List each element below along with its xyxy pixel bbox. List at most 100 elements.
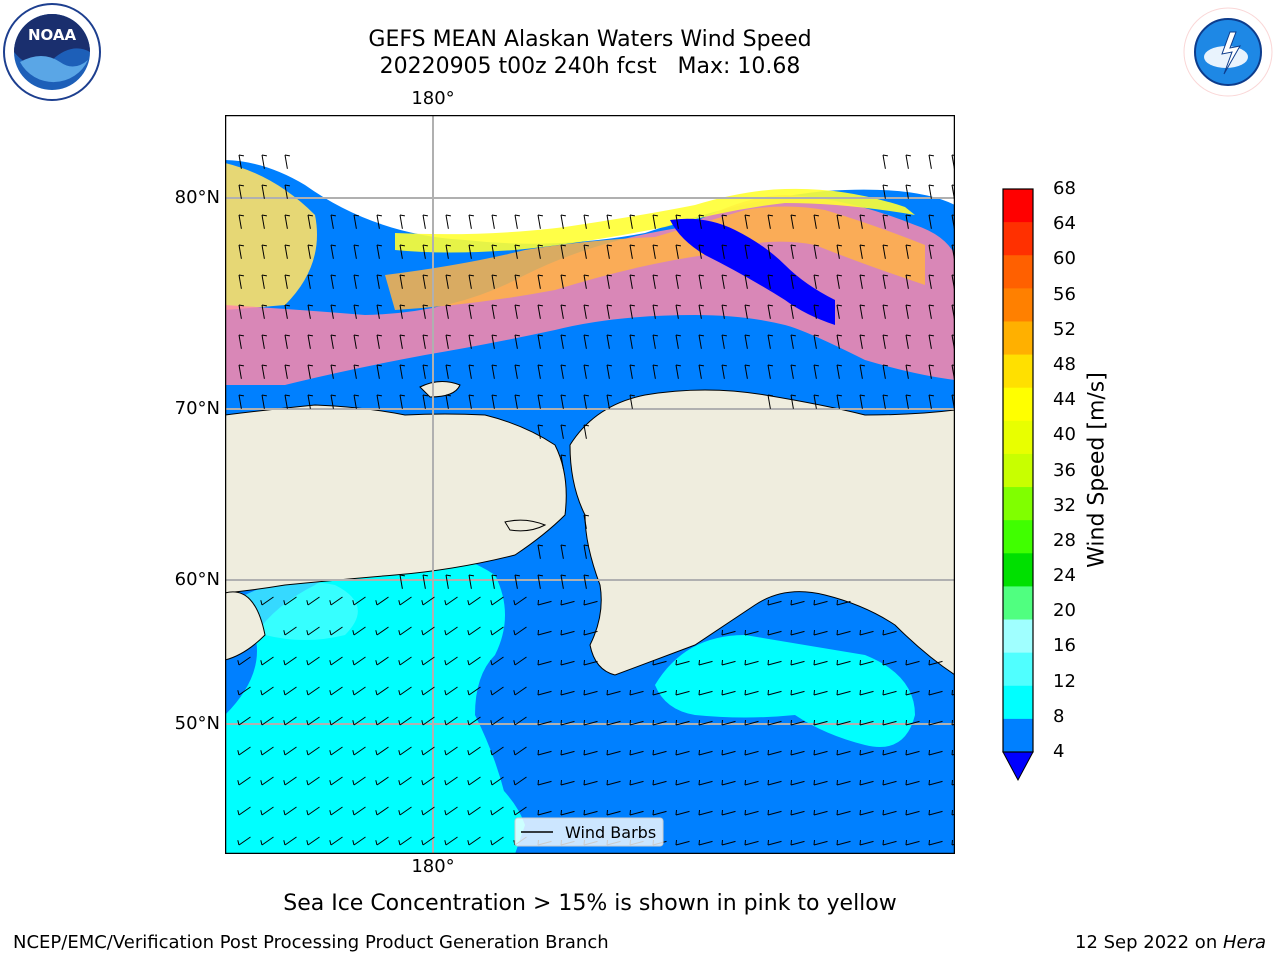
wind-barb-flag <box>744 214 750 217</box>
wind-barb <box>882 720 897 726</box>
wind-barb-flag <box>583 599 585 606</box>
wind-barb-flag <box>675 689 677 696</box>
wind-barb <box>261 244 265 259</box>
wind-barb <box>468 626 481 636</box>
wind-barb <box>445 244 449 259</box>
wind-barb-flag <box>422 364 428 367</box>
wind-barb <box>422 334 426 349</box>
colorbar-tick-label: 36 <box>1053 459 1076 481</box>
wind-barb <box>514 274 518 289</box>
wind-barb-flag <box>905 214 911 217</box>
wind-barb <box>445 686 458 696</box>
colorbar-segment <box>1003 586 1033 621</box>
wind-barb-flag <box>882 304 888 307</box>
wind-barb <box>537 750 552 756</box>
wind-barb <box>905 394 909 409</box>
wind-barb <box>353 304 357 319</box>
wind-barb-flag <box>490 840 493 846</box>
wind-barb-flag <box>560 779 562 786</box>
wind-barb-flag <box>882 214 888 217</box>
wind-barb-flag <box>329 720 332 726</box>
wind-barb <box>514 746 527 756</box>
wind-barb-flag <box>353 334 359 337</box>
wind-barb-flag <box>468 574 474 577</box>
wind-barb-flag <box>491 364 497 367</box>
colorbar-tick-label: 16 <box>1053 635 1076 657</box>
wind-barb-flag <box>283 750 286 756</box>
wind-barb-flag <box>928 749 930 756</box>
wind-barb <box>560 364 564 379</box>
wind-barb <box>675 304 679 319</box>
wind-barb <box>652 274 656 289</box>
wind-barb-flag <box>491 394 497 397</box>
wind-barb <box>928 394 932 409</box>
wind-barb <box>675 840 690 846</box>
wind-barb-flag <box>767 244 773 247</box>
wind-barb-flag <box>928 689 930 696</box>
wind-barb <box>813 244 817 259</box>
wind-barb-flag <box>537 689 539 696</box>
wind-barb-flag <box>238 244 244 247</box>
wind-barb-flag <box>537 334 543 337</box>
wind-barb <box>813 660 828 666</box>
wind-barb-flag <box>445 214 451 217</box>
wind-barb-flag <box>790 659 792 666</box>
wind-barb-flag <box>283 690 286 696</box>
wind-barb <box>376 836 389 846</box>
wind-barb-flag <box>237 840 240 846</box>
wind-barb-flag <box>744 274 750 277</box>
wind-barb-flag <box>767 809 769 816</box>
wind-barb-flag <box>698 659 700 666</box>
wind-barb <box>882 184 886 199</box>
wind-barb-flag <box>629 364 635 367</box>
wind-barb <box>767 750 782 756</box>
wind-barb-flag <box>882 809 884 816</box>
wind-barb-flag <box>375 720 378 726</box>
wind-barb-flag <box>514 394 520 397</box>
wind-barb <box>537 244 541 259</box>
wind-barb-flag <box>352 750 355 756</box>
wind-barb-flag <box>260 840 263 846</box>
wind-barb <box>307 304 311 319</box>
wind-barb <box>721 214 725 229</box>
wind-barb-flag <box>744 659 746 666</box>
wind-barb <box>675 660 690 666</box>
wind-barb-flag <box>652 719 654 726</box>
wind-barb <box>307 716 320 726</box>
wind-barb <box>882 750 897 756</box>
nws-logo <box>1178 2 1278 102</box>
wind-barb <box>859 690 874 696</box>
wind-barb <box>560 690 575 696</box>
wind-barb <box>928 244 932 259</box>
colorbar-tick-label: 24 <box>1053 565 1076 587</box>
wind-barb-flag <box>813 629 815 636</box>
wind-barb-flag <box>882 154 888 157</box>
wind-barb-flag <box>905 154 911 157</box>
wind-barb-flag <box>283 630 286 636</box>
wind-barb-flag <box>813 839 815 846</box>
wind-barb <box>790 304 794 319</box>
wind-barb-flag <box>560 809 562 816</box>
wind-barb <box>399 244 403 259</box>
colorbar-segment <box>1003 685 1033 720</box>
wind-barb-flag <box>606 274 612 277</box>
wind-barb <box>583 720 598 726</box>
lat-label-60n: 60°N <box>174 569 220 590</box>
wind-barb-flag <box>813 689 815 696</box>
wind-barb <box>353 364 357 379</box>
wind-barb <box>790 600 805 606</box>
wind-barb-flag <box>306 840 309 846</box>
wind-barb-flag <box>444 780 447 786</box>
wind-barb-flag <box>306 750 309 756</box>
wind-barb <box>882 274 886 289</box>
wind-barb <box>905 810 920 816</box>
wind-barb <box>422 776 435 786</box>
wind-barb-flag <box>744 629 746 636</box>
wind-barb <box>744 334 748 349</box>
wind-barb <box>468 334 472 349</box>
wind-barb-flag <box>767 364 773 367</box>
wind-barb <box>698 244 702 259</box>
wind-barb <box>652 244 656 259</box>
wind-barb-flag <box>422 394 428 397</box>
wind-barb <box>307 836 320 846</box>
